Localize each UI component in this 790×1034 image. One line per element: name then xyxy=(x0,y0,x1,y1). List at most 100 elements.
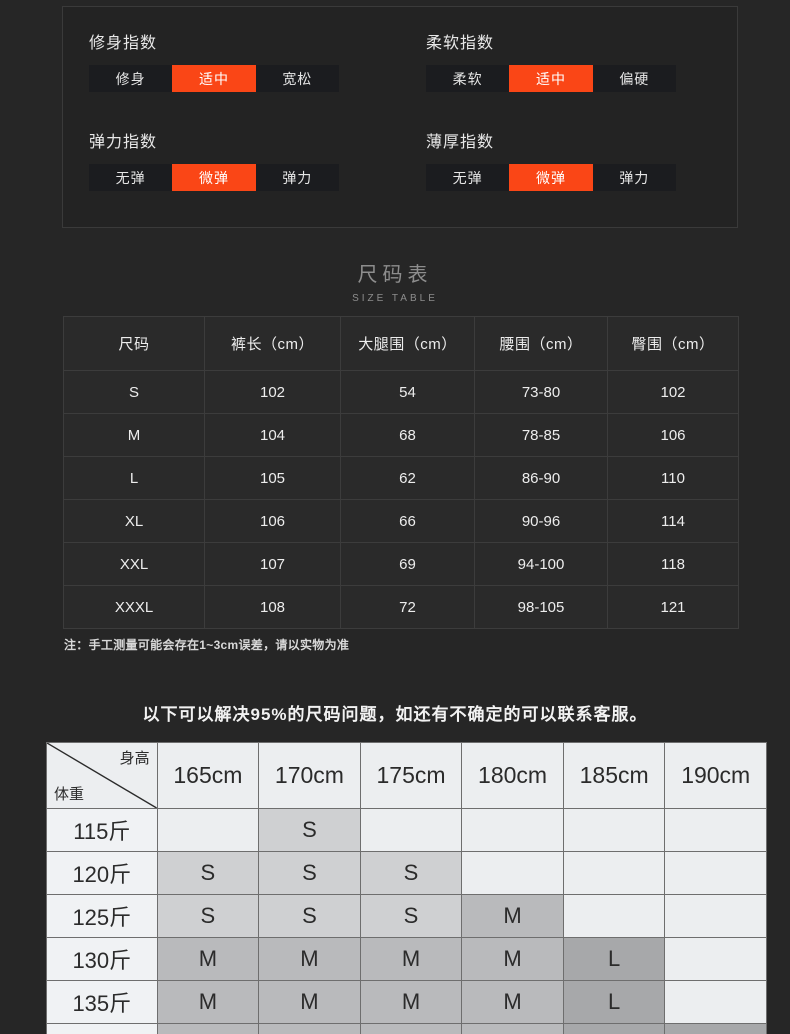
size-cell: M xyxy=(63,413,205,457)
index-group-title: 薄厚指数 xyxy=(426,134,495,151)
matrix-column-header: 170cm xyxy=(258,742,361,809)
matrix-cell: M xyxy=(156,980,260,1024)
size-table-header-cell: 臀围（cm） xyxy=(607,316,739,371)
index-option-selected[interactable]: 适中 xyxy=(172,65,256,92)
matrix-row-label: 120斤 xyxy=(46,851,158,895)
matrix-cell: S xyxy=(156,851,260,895)
size-cell: L xyxy=(63,456,205,500)
matrix-row-label: 115斤 xyxy=(46,808,158,852)
size-cell: 114 xyxy=(607,499,739,543)
matrix-cell xyxy=(664,937,767,981)
size-cell: 108 xyxy=(204,585,341,629)
table-row: L 105 62 86-90 110 xyxy=(63,456,739,500)
matrix-cell xyxy=(461,808,564,852)
size-table-title-en: SIZE TABLE xyxy=(352,293,438,304)
size-cell: 105 xyxy=(204,456,341,500)
matrix-column-header: 165cm xyxy=(156,742,260,809)
size-cell: 90-96 xyxy=(474,499,608,543)
table-row: XL 106 66 90-96 114 xyxy=(63,499,739,543)
size-table-header-cell: 大腿围（cm） xyxy=(340,316,475,371)
size-guide-headline: 以下可以解决95%的尺码问题，如还有不确定的可以联系客服。 xyxy=(142,705,648,724)
matrix-cell: M xyxy=(461,894,564,938)
index-option-selected[interactable]: 适中 xyxy=(509,65,593,92)
matrix-header-row: 身高 体重 165cm 170cm 175cm 180cm 185cm 190c… xyxy=(46,742,767,809)
matrix-cell: M xyxy=(461,980,564,1024)
size-cell: 94-100 xyxy=(474,542,608,586)
measurement-note: 注：手工测量可能会存在1~3cm误差，请以实物为准 xyxy=(64,638,350,652)
size-cell: 106 xyxy=(204,499,341,543)
matrix-cell: L xyxy=(664,1023,767,1034)
size-table-header-cell: 尺码 xyxy=(63,316,205,371)
index-option[interactable]: 修身 xyxy=(89,65,173,92)
matrix-corner-cell: 身高 体重 xyxy=(46,742,158,809)
size-table-body: S 102 54 73-80 102 M 104 68 78-85 106 L … xyxy=(63,370,739,629)
matrix-row-label: 125斤 xyxy=(46,894,158,938)
matrix-cell: S xyxy=(258,894,361,938)
matrix-cell: S xyxy=(156,894,260,938)
size-cell: 62 xyxy=(340,456,475,500)
index-option[interactable]: 弹力 xyxy=(592,164,676,191)
index-option-group[interactable]: 修身 适中 宽松 xyxy=(89,65,339,92)
matrix-column-header: 180cm xyxy=(461,742,564,809)
matrix-cell: L xyxy=(562,980,666,1024)
index-option-group[interactable]: 柔软 适中 偏硬 xyxy=(426,65,676,92)
height-weight-matrix: 身高 体重 165cm 170cm 175cm 180cm 185cm 190c… xyxy=(46,742,767,1034)
index-group-softness: 柔软指数 柔软 适中 偏硬 xyxy=(400,29,737,128)
index-option[interactable]: 宽松 xyxy=(255,65,339,92)
matrix-cell xyxy=(664,808,767,852)
matrix-cell xyxy=(664,980,767,1024)
table-row: M 104 68 78-85 106 xyxy=(63,413,739,457)
matrix-cell: M xyxy=(461,937,564,981)
table-row: 125斤 S S S M xyxy=(46,894,767,938)
index-option-group[interactable]: 无弹 微弹 弹力 xyxy=(426,164,676,191)
table-row: 120斤 S S S xyxy=(46,851,767,895)
matrix-cell: L xyxy=(562,1023,666,1034)
matrix-cell: M xyxy=(258,937,361,981)
matrix-cell xyxy=(664,851,767,895)
matrix-cell xyxy=(461,851,564,895)
matrix-column-header: 185cm xyxy=(562,742,666,809)
size-cell: 72 xyxy=(340,585,475,629)
index-option[interactable]: 无弹 xyxy=(89,164,173,191)
size-cell: 102 xyxy=(607,370,739,414)
matrix-cell: M xyxy=(156,937,260,981)
size-table-header-cell: 裤长（cm） xyxy=(204,316,341,371)
matrix-cell xyxy=(156,808,260,852)
index-group-title: 修身指数 xyxy=(89,35,158,52)
size-cell: 121 xyxy=(607,585,739,629)
index-option[interactable]: 柔软 xyxy=(426,65,510,92)
index-option-selected[interactable]: 微弹 xyxy=(509,164,593,191)
size-table-header-cell: 腰围（cm） xyxy=(474,316,608,371)
table-row: S 102 54 73-80 102 xyxy=(63,370,739,414)
matrix-cell: M xyxy=(461,1023,564,1034)
matrix-cell: S xyxy=(258,808,361,852)
size-cell: XXL xyxy=(63,542,205,586)
index-option[interactable]: 弹力 xyxy=(255,164,339,191)
diagonal-divider-icon xyxy=(47,743,157,808)
matrix-row-label: 135斤 xyxy=(46,980,158,1024)
size-cell: 73-80 xyxy=(474,370,608,414)
matrix-cell: M xyxy=(359,937,463,981)
index-group-fit: 修身指数 修身 适中 宽松 xyxy=(63,29,400,128)
index-option[interactable]: 无弹 xyxy=(426,164,510,191)
size-cell: XL xyxy=(63,499,205,543)
matrix-weight-label: 体重 xyxy=(54,786,85,803)
matrix-cell: S xyxy=(258,851,361,895)
matrix-cell: M xyxy=(359,980,463,1024)
size-table-title-cn: 尺码表 xyxy=(357,264,433,286)
index-option-selected[interactable]: 微弹 xyxy=(172,164,256,191)
index-option[interactable]: 偏硬 xyxy=(592,65,676,92)
size-cell: 68 xyxy=(340,413,475,457)
index-option-group[interactable]: 无弹 微弹 弹力 xyxy=(89,164,339,191)
table-row: M M M M L L xyxy=(46,1023,767,1034)
size-table: 尺码 裤长（cm） 大腿围（cm） 腰围（cm） 臀围（cm） S 102 54… xyxy=(63,316,739,629)
matrix-cell: M xyxy=(258,1023,361,1034)
matrix-body: 115斤 S 120斤 S S S 125斤 S S S xyxy=(46,808,767,1034)
size-cell: 78-85 xyxy=(474,413,608,457)
matrix-cell: S xyxy=(359,851,463,895)
table-row: 135斤 M M M M L xyxy=(46,980,767,1024)
matrix-row-label: 130斤 xyxy=(46,937,158,981)
matrix-cell: L xyxy=(562,937,666,981)
matrix-cell: M xyxy=(156,1023,260,1034)
